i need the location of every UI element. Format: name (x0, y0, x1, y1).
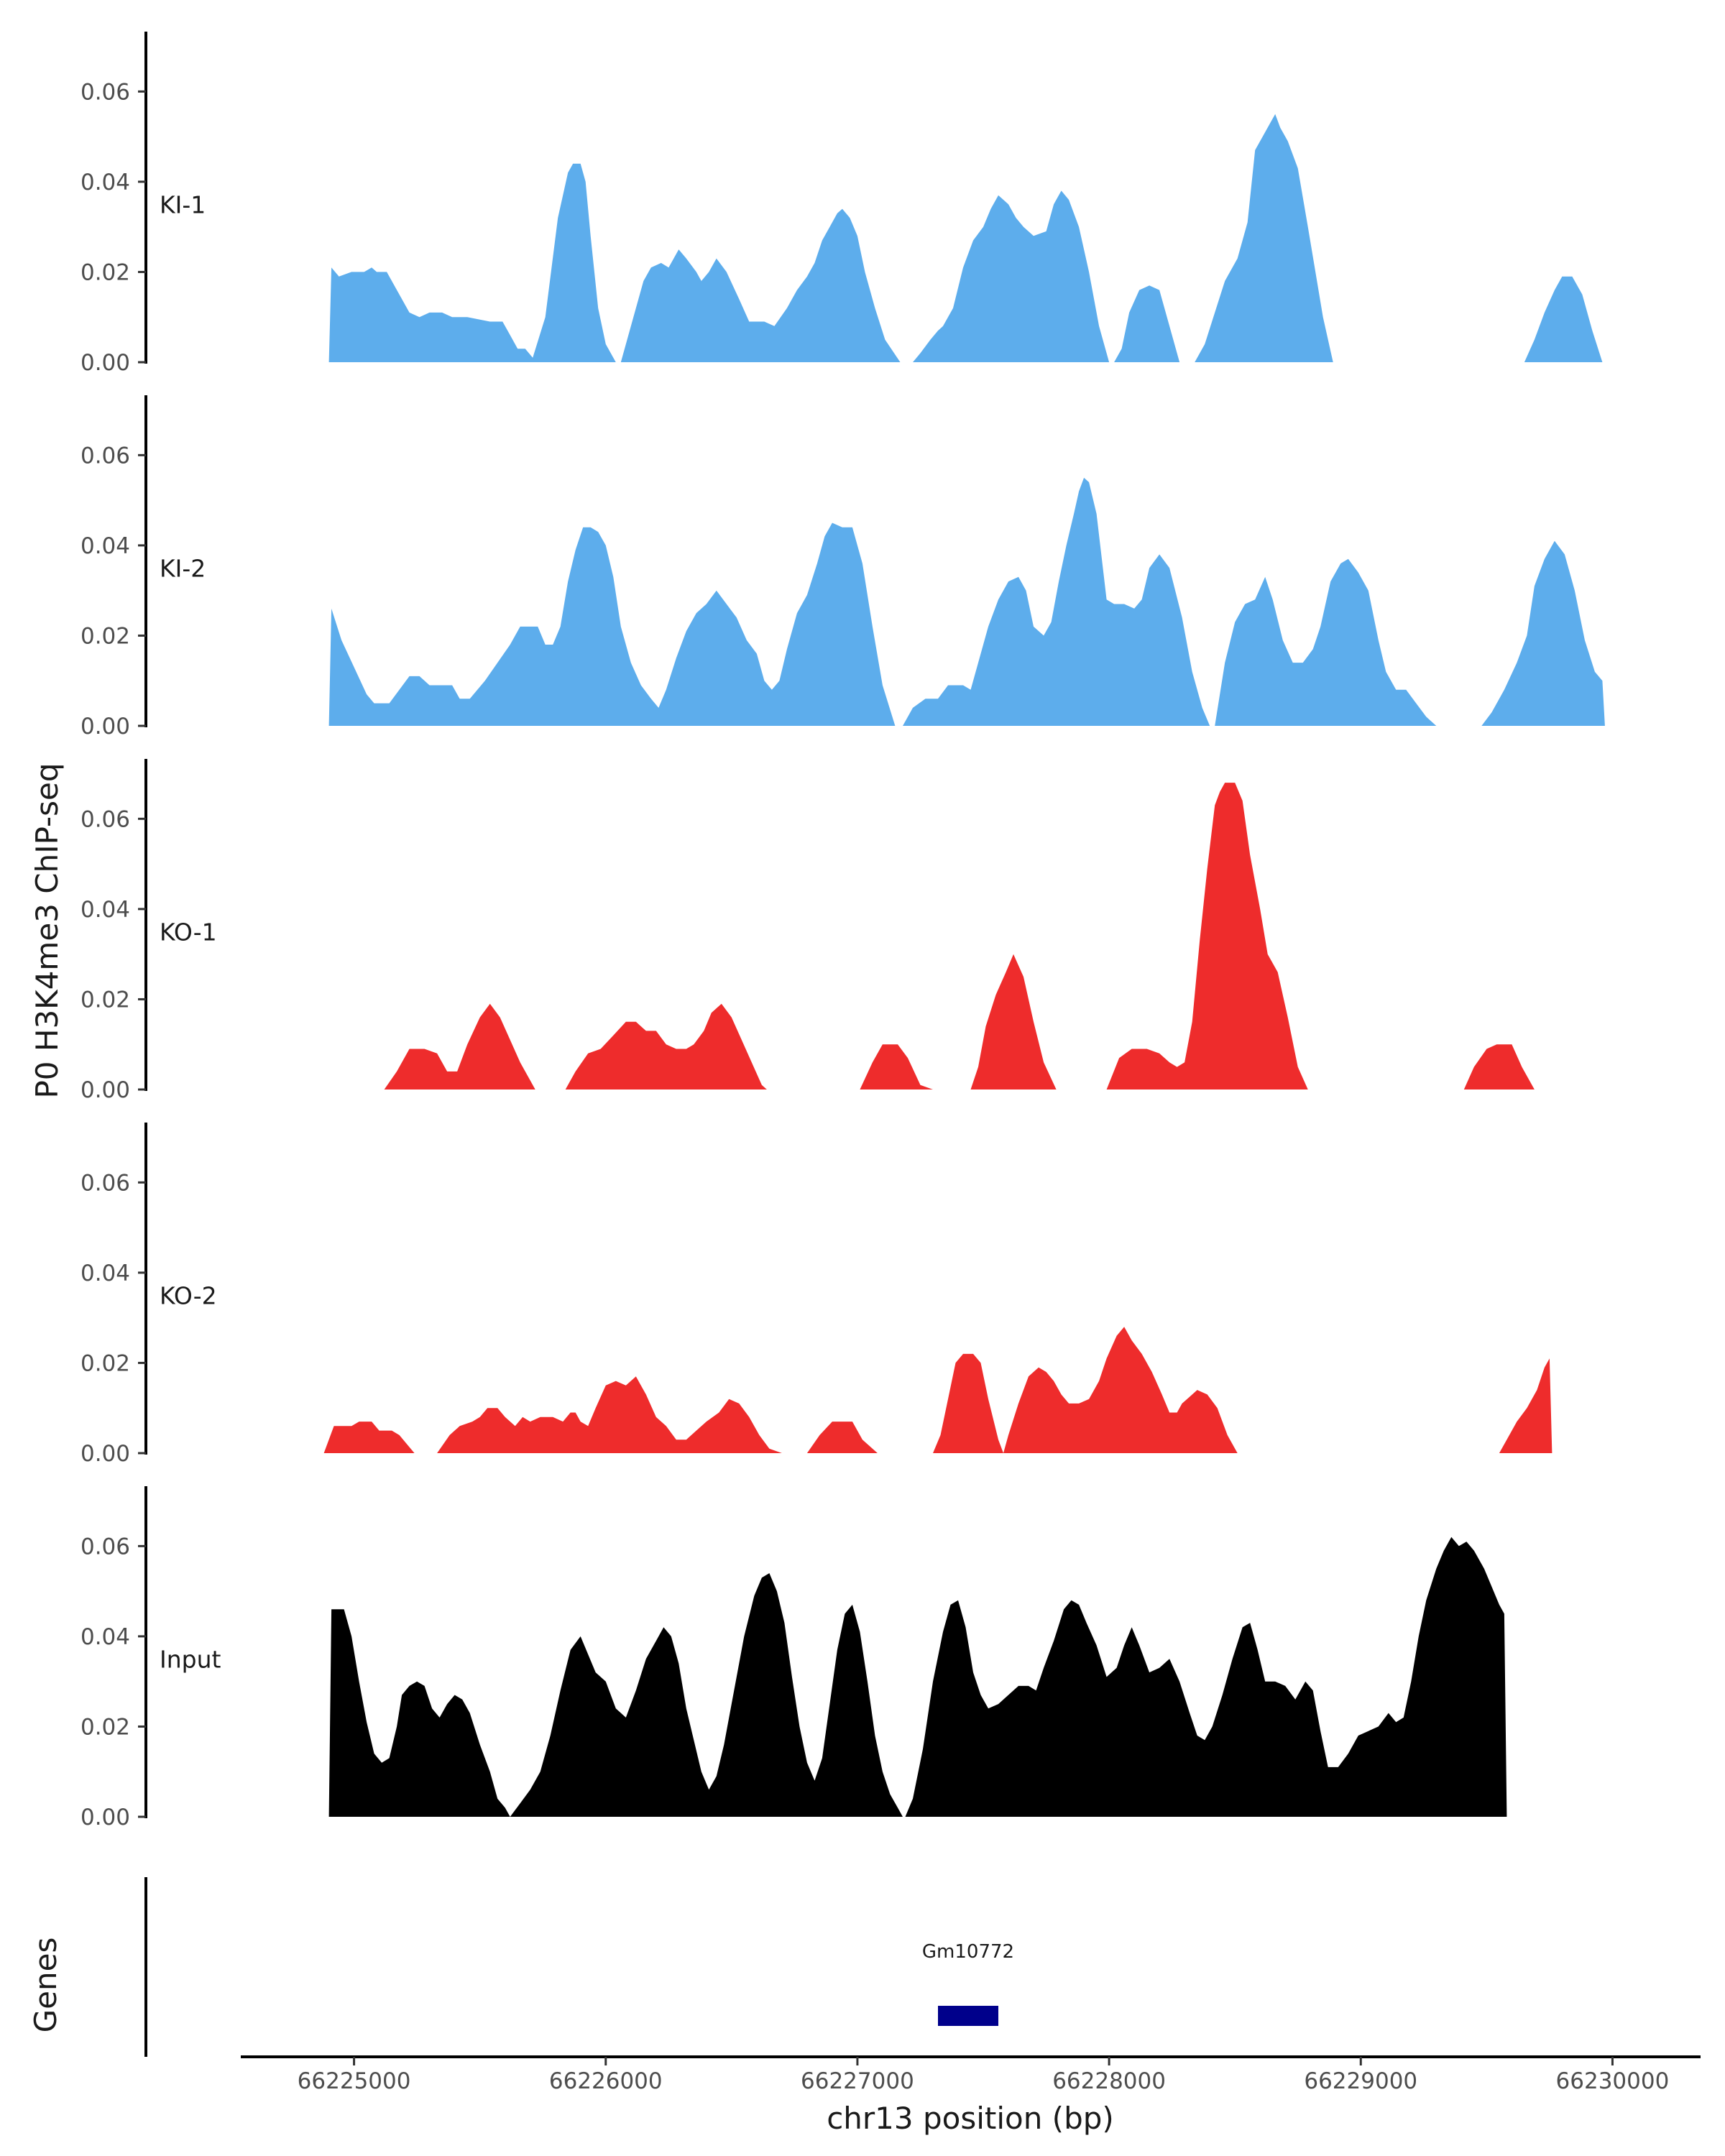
track-ko-1: 0.00 0.02 0.04 0.06 KO-1 (80, 759, 1535, 1103)
track-input: 0.00 0.02 0.04 0.06 Input (80, 1486, 1507, 1830)
coverage-area-segment (1003, 1327, 1238, 1453)
coverage-area-segment (328, 522, 896, 726)
x-tick-label: 66230000 (1556, 2068, 1670, 2094)
coverage-area-segment (1524, 276, 1603, 362)
y-tick-label: 0.00 (80, 350, 130, 376)
coverage-area-segment (970, 954, 1057, 1089)
y-tick-label: 0.00 (80, 714, 130, 740)
x-tick-label: 66227000 (801, 2068, 914, 2094)
gene-name-label: Gm10772 (922, 1941, 1014, 1963)
x-tick-label: 66225000 (298, 2068, 411, 2094)
x-tick-label: 66226000 (549, 2068, 663, 2094)
y-tick-label: 0.04 (80, 1624, 130, 1650)
coverage-area-segment (913, 190, 1110, 362)
coverage-area-segment (860, 1044, 933, 1089)
y-tick-label: 0.06 (80, 79, 130, 105)
track-name-label: KI-1 (160, 190, 206, 218)
track-name-label: KO-1 (160, 918, 217, 946)
y-tick-label: 0.02 (80, 987, 130, 1013)
y-tick-label: 0.00 (80, 1077, 130, 1103)
x-tick-label: 66228000 (1052, 2068, 1166, 2094)
y-tick-label: 0.04 (80, 897, 130, 923)
y-tick-label: 0.00 (80, 1805, 130, 1830)
track-ki-1: 0.00 0.02 0.04 0.06 KI-1 (80, 32, 1603, 376)
coverage-area-segment (437, 1376, 782, 1453)
track-name-label: KI-2 (160, 554, 206, 582)
coverage-area-segment (323, 1422, 415, 1453)
x-axis: 66225000 66226000 66227000 66228000 66229000… (241, 2055, 1701, 2094)
coverage-area-segment (1499, 1358, 1552, 1453)
coverage-area-segment (328, 163, 616, 363)
track-ko-2: 0.00 0.02 0.04 0.06 KO-2 (80, 1123, 1552, 1467)
y-tick-label: 0.04 (80, 533, 130, 559)
y-tick-label: 0.06 (80, 1170, 130, 1196)
y-tick-label: 0.04 (80, 1261, 130, 1286)
track-ki-2: 0.00 0.02 0.04 0.06 KI-2 (80, 395, 1605, 740)
coverage-area-segment (905, 1537, 1507, 1817)
y-tick-label: 0.02 (80, 623, 130, 649)
y-tick-label: 0.04 (80, 170, 130, 195)
coverage-tracks: 0.00 0.02 0.04 0.06 KI-1 0.00 0.02 0.04 0.06 KI-2… (80, 32, 1605, 1830)
coverage-area-segment (1195, 114, 1333, 362)
x-tick-label: 66229000 (1304, 2068, 1417, 2094)
track-name-label: Input (160, 1645, 221, 1673)
coverage-area-segment (328, 1573, 903, 1817)
genes-track: Genes Gm10772 (28, 1877, 1014, 2057)
y-tick-label: 0.02 (80, 1714, 130, 1740)
coverage-area-segment (1215, 558, 1437, 726)
y-tick-label: 0.02 (80, 1350, 130, 1376)
coverage-area-segment (1463, 1044, 1535, 1089)
coverage-area-segment (384, 1003, 535, 1089)
coverage-area-segment (933, 1353, 1003, 1453)
y-tick-label: 0.06 (80, 806, 130, 832)
coverage-area-segment (1106, 783, 1308, 1089)
coverage-area-segment (565, 1003, 767, 1089)
track-name-label: KO-2 (160, 1281, 217, 1309)
coverage-area-segment (806, 1422, 878, 1453)
y-tick-label: 0.06 (80, 1534, 130, 1560)
genes-track-title: Genes (28, 1938, 63, 2033)
gene-body (938, 2006, 998, 2026)
y-tick-label: 0.00 (80, 1441, 130, 1467)
y-tick-label: 0.06 (80, 443, 130, 469)
y-tick-label: 0.02 (80, 259, 130, 285)
coverage-area-segment (1114, 285, 1180, 362)
y-axis-title: P0 H3K4me3 ChIP-seq (29, 763, 65, 1098)
coverage-area-segment (620, 208, 901, 362)
coverage-area-segment (1481, 540, 1605, 726)
coverage-area-segment (903, 477, 1210, 726)
x-axis-title: chr13 position (bp) (827, 2101, 1114, 2136)
